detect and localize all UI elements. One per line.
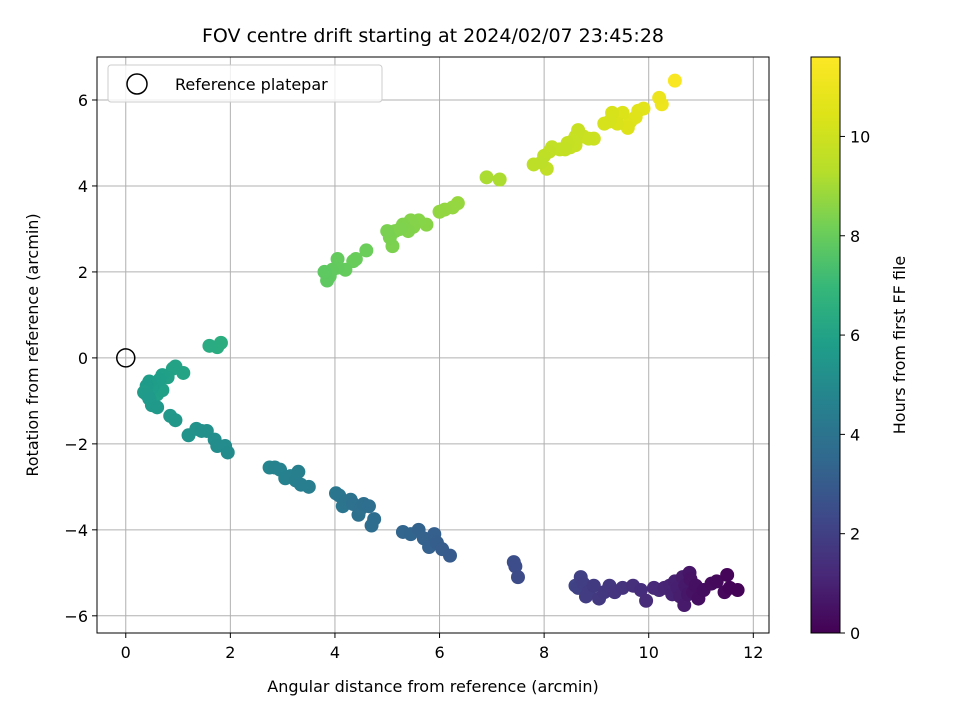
data-point bbox=[526, 157, 541, 172]
y-tick-label: 6 bbox=[78, 91, 88, 110]
plot-frame bbox=[96, 56, 770, 634]
x-axis-label: Angular distance from reference (arcmin) bbox=[267, 677, 598, 696]
data-point bbox=[359, 243, 374, 258]
y-tick-label: 0 bbox=[78, 349, 88, 368]
y-axis-ticks: −6 −4 −2 0 2 4 6 bbox=[64, 91, 97, 626]
data-point bbox=[492, 172, 507, 187]
y-tick-label: −4 bbox=[64, 521, 88, 540]
colorbar-frame bbox=[810, 56, 841, 634]
data-point bbox=[597, 116, 612, 131]
colorbar-label: Hours from first FF file bbox=[890, 256, 909, 435]
reference-platepar-marker bbox=[116, 348, 136, 368]
data-point bbox=[586, 578, 601, 593]
data-point bbox=[150, 400, 165, 415]
data-point bbox=[620, 120, 635, 135]
x-tick-label: 8 bbox=[539, 643, 549, 662]
data-points bbox=[137, 73, 745, 613]
x-tick-label: 2 bbox=[225, 643, 235, 662]
legend-box bbox=[107, 64, 383, 103]
data-point bbox=[652, 90, 667, 105]
data-point bbox=[380, 224, 395, 239]
y-tick-label: −6 bbox=[64, 607, 88, 626]
colorbar-tick-label: 8 bbox=[850, 227, 860, 246]
y-tick-label: 2 bbox=[78, 263, 88, 282]
data-point bbox=[301, 479, 316, 494]
data-point bbox=[432, 204, 447, 219]
x-tick-label: 12 bbox=[743, 643, 763, 662]
colorbar-tick-label: 4 bbox=[850, 425, 860, 444]
x-tick-label: 0 bbox=[121, 643, 131, 662]
x-axis-ticks: 0 2 4 6 8 10 12 bbox=[121, 633, 763, 662]
chart-title: FOV centre drift starting at 2024/02/07 … bbox=[202, 25, 664, 47]
data-point bbox=[720, 567, 735, 582]
data-point bbox=[442, 548, 457, 563]
data-point bbox=[479, 170, 494, 185]
data-point bbox=[202, 338, 217, 353]
colorbar bbox=[811, 57, 840, 633]
x-tick-label: 4 bbox=[330, 643, 340, 662]
data-point bbox=[361, 499, 376, 514]
data-point bbox=[510, 570, 525, 585]
data-point bbox=[633, 583, 648, 598]
data-point bbox=[667, 73, 682, 88]
data-point bbox=[709, 574, 724, 589]
y-tick-label: 4 bbox=[78, 177, 88, 196]
data-point bbox=[508, 559, 523, 574]
legend-entry-reference: Reference platepar bbox=[175, 75, 328, 94]
colorbar-ticks: 0 2 4 6 8 10 bbox=[840, 127, 870, 643]
data-point bbox=[677, 598, 692, 613]
y-tick-label: −2 bbox=[64, 435, 88, 454]
data-point bbox=[317, 264, 332, 279]
legend: Reference platepar bbox=[107, 64, 383, 103]
data-point bbox=[615, 105, 630, 120]
data-point bbox=[291, 464, 306, 479]
data-point bbox=[615, 580, 630, 595]
x-tick-label: 6 bbox=[434, 643, 444, 662]
data-point bbox=[730, 583, 745, 598]
x-tick-label: 10 bbox=[639, 643, 659, 662]
colorbar-tick-label: 10 bbox=[850, 127, 870, 146]
colorbar-tick-label: 2 bbox=[850, 525, 860, 544]
data-point bbox=[639, 593, 654, 608]
legend-marker-icon bbox=[126, 73, 148, 95]
data-point bbox=[168, 413, 183, 428]
colorbar-tick-label: 0 bbox=[850, 624, 860, 643]
data-point bbox=[367, 512, 382, 527]
data-point bbox=[220, 445, 235, 460]
y-axis-label: Rotation from reference (arcmin) bbox=[23, 213, 42, 476]
colorbar-tick-label: 6 bbox=[850, 326, 860, 345]
